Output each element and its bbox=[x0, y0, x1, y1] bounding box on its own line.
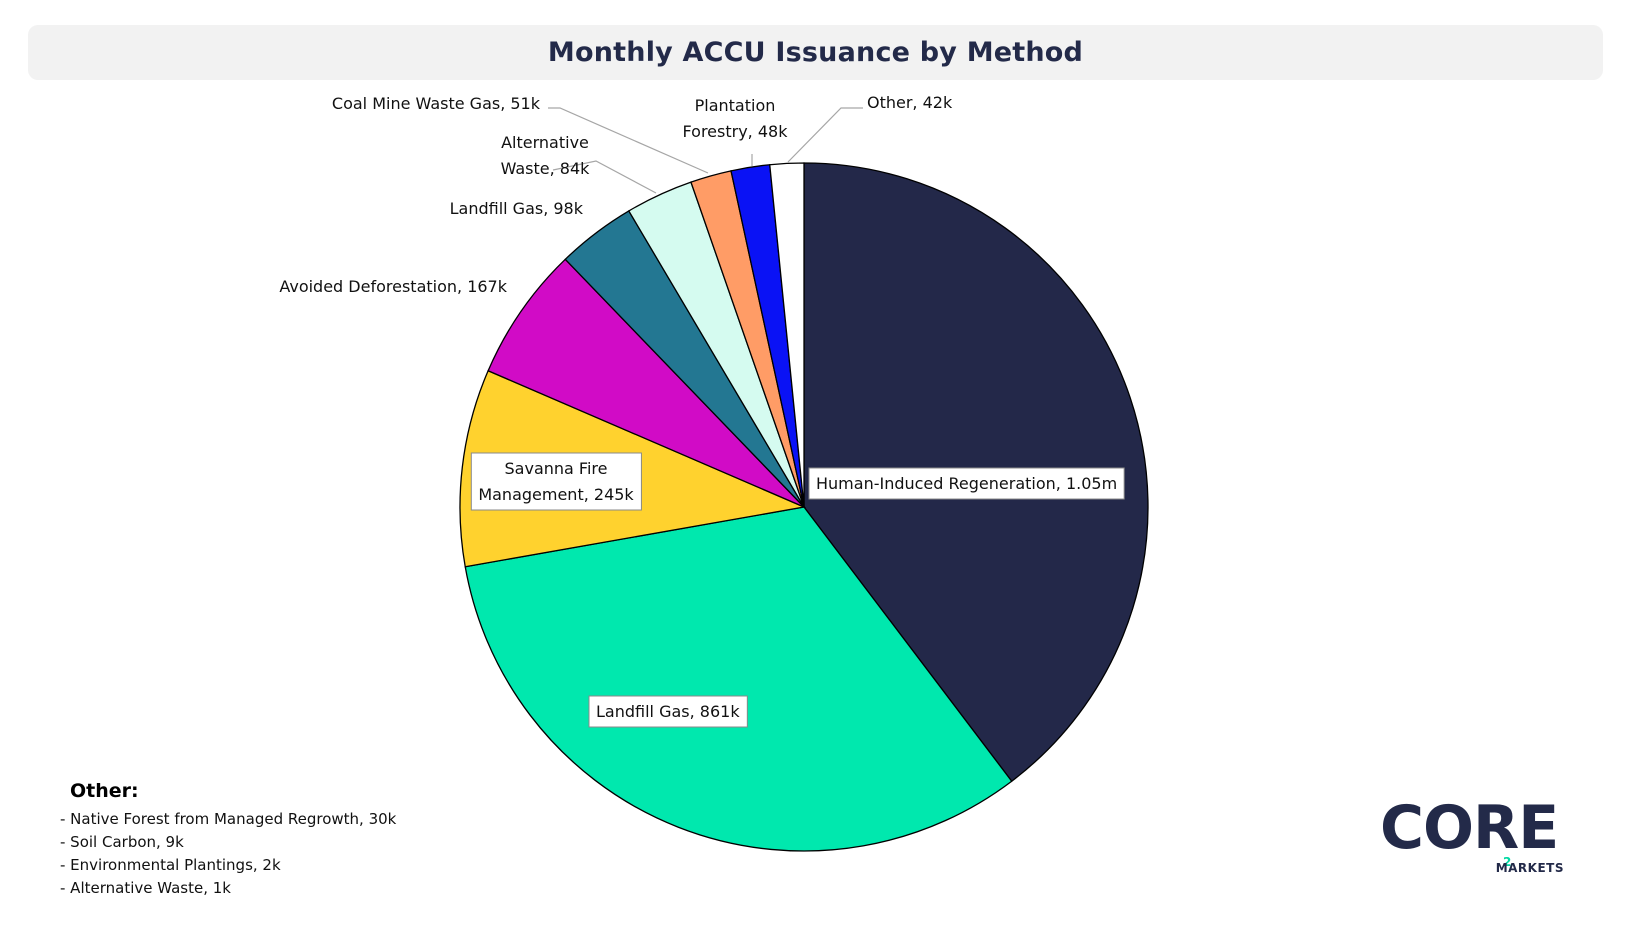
slice-label: Landfill Gas, 98k bbox=[450, 199, 584, 218]
leader-line bbox=[548, 107, 709, 174]
slice-label: Landfill Gas, 861k bbox=[596, 702, 740, 721]
logo-tagline: MARKETS bbox=[1495, 861, 1564, 875]
other-item: - Environmental Plantings, 2k bbox=[60, 856, 281, 874]
pie-slice-avoided-deforestation bbox=[487, 258, 805, 508]
title-bar: Monthly ACCU Issuance by Method bbox=[28, 25, 1603, 80]
other-item: - Soil Carbon, 9k bbox=[60, 833, 184, 851]
core-markets-logo: CORE 2 MARKETS bbox=[1380, 797, 1570, 877]
slice-label-box bbox=[588, 695, 748, 728]
slice-label: Human-Induced Regeneration, 1.05m bbox=[816, 474, 1117, 493]
slice-label: Savanna Fire Management, 245k bbox=[478, 459, 634, 504]
chart-title: Monthly ACCU Issuance by Method bbox=[547, 37, 1084, 68]
pie-slice-other bbox=[769, 162, 805, 508]
slice-label: Coal Mine Waste Gas, 51k bbox=[332, 94, 541, 113]
leader-line bbox=[787, 107, 863, 163]
other-breakdown: Other: - Native Forest from Managed Regr… bbox=[60, 780, 396, 900]
leader-line bbox=[552, 160, 657, 194]
slice-label: Plantation Forestry, 48k bbox=[683, 96, 789, 141]
other-list: - Native Forest from Managed Regrowth, 3… bbox=[60, 808, 396, 900]
logo-word: CORE bbox=[1380, 793, 1559, 863]
slice-label: Alternative Waste, 84k bbox=[501, 133, 591, 178]
slice-label: Other, 42k bbox=[867, 93, 953, 112]
other-item: - Alternative Waste, 1k bbox=[60, 879, 231, 897]
slice-label-box bbox=[808, 467, 1125, 500]
slice-label: Avoided Deforestation, 167k bbox=[279, 277, 507, 296]
logo-subscript: 2 bbox=[1503, 855, 1512, 869]
logo-wordmark: CORE bbox=[1380, 797, 1559, 859]
slice-label-box bbox=[470, 452, 642, 511]
other-item: - Native Forest from Managed Regrowth, 3… bbox=[60, 810, 397, 828]
other-heading: Other: bbox=[70, 780, 139, 802]
pie-slice-landfill-gas bbox=[464, 506, 1013, 852]
